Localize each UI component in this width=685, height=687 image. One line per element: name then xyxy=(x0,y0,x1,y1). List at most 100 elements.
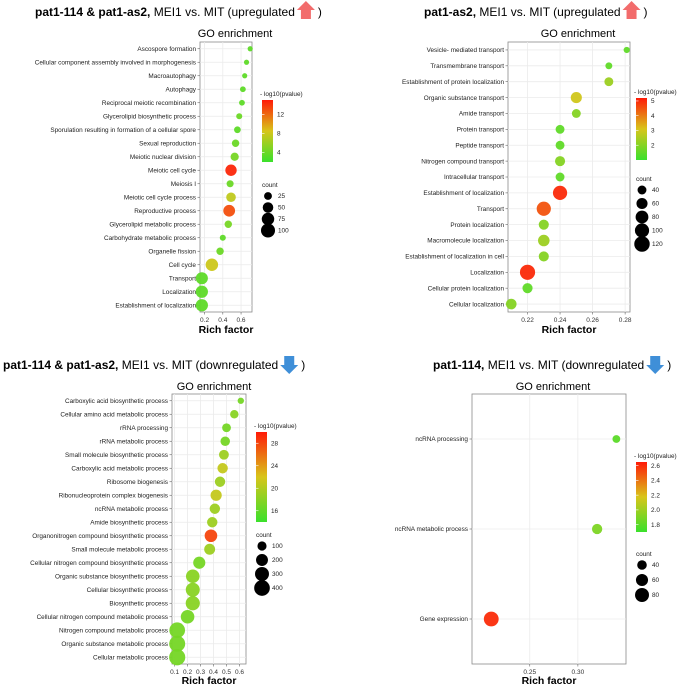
color-tick-label: 16 xyxy=(271,508,279,515)
term-label: Cellular biosynthetic process xyxy=(87,587,168,594)
term-label: Cellular component assembly involved in … xyxy=(35,59,196,66)
panel-bottom-right: pat1-114, MEI1 vs. MIT (downregulated) GO… xyxy=(395,356,677,687)
color-bar xyxy=(262,100,273,162)
data-point xyxy=(204,543,216,555)
x-tick-label: 0.6 xyxy=(235,669,244,676)
size-key-label: 120 xyxy=(652,241,663,248)
term-label: Macromolecule localization xyxy=(427,238,504,245)
color-tick-label: 2 xyxy=(651,142,655,149)
term-label: Gene expression xyxy=(420,616,469,623)
color-tick-label: 5 xyxy=(651,98,655,105)
color-legend-title: - log10(pvalue) xyxy=(254,423,297,430)
term-label: Localization xyxy=(162,289,196,296)
term-label: ncRNA metabolic process xyxy=(395,526,468,533)
plot-area xyxy=(171,393,247,665)
data-point xyxy=(555,156,566,167)
term-label: Small molecule biosynthetic process xyxy=(65,452,168,459)
data-point xyxy=(224,220,232,228)
data-point xyxy=(239,99,245,106)
size-legend-title: count xyxy=(636,551,652,558)
up-arrow-icon xyxy=(296,1,315,19)
data-point xyxy=(169,635,186,652)
data-point xyxy=(236,113,243,120)
term-label: Meiotic cell cycle process xyxy=(124,194,196,201)
color-tick-label: 24 xyxy=(271,463,279,470)
panel-title-genotype: pat1-as2, xyxy=(424,5,476,19)
data-point xyxy=(185,582,200,597)
term-label: Establishment of localization xyxy=(423,190,504,197)
size-key-label: 100 xyxy=(278,228,289,235)
size-key-dot xyxy=(637,560,647,570)
panel-title-genotype: pat1-114 & pat1-as2, xyxy=(3,358,118,372)
size-key-dot xyxy=(256,554,268,566)
term-label: Cellular localization xyxy=(449,301,505,308)
size-key-dot xyxy=(635,573,649,587)
term-label: rRNA metabolic process xyxy=(99,438,168,445)
term-label: Ribosome biogenesis xyxy=(107,479,168,486)
data-point xyxy=(234,126,241,134)
term-label: Transport xyxy=(477,206,504,213)
panel-bottom-left: pat1-114 & pat1-as2, MEI1 vs. MIT (downr… xyxy=(3,356,305,687)
data-point xyxy=(522,283,533,294)
data-point xyxy=(209,503,221,514)
panel-title-comparison: MEI1 vs. MIT (upregulated xyxy=(150,5,295,19)
term-label: rRNA processing xyxy=(120,425,168,432)
x-tick-label: 0.2 xyxy=(183,669,192,676)
color-tick-label: 2.4 xyxy=(651,478,660,485)
color-tick-label: 4 xyxy=(651,113,655,120)
data-point xyxy=(169,622,186,639)
term-label: Carboxylic acid biosynthetic process xyxy=(65,398,168,405)
color-bar xyxy=(636,462,647,532)
panel-title: pat1-114 & pat1-as2, MEI1 vs. MIT (upreg… xyxy=(35,5,295,19)
panel-top-right: pat1-as2, MEI1 vs. MIT (upregulated) GO e… xyxy=(402,1,677,336)
panel-title-close: ) xyxy=(301,358,305,372)
term-label: Organic substance transport xyxy=(424,95,505,102)
data-point xyxy=(552,185,568,200)
size-legend-title: count xyxy=(636,176,652,183)
data-point xyxy=(230,152,239,161)
color-legend: - log10(pvalue) 2 3 4 5 xyxy=(634,89,677,160)
size-key-label: 50 xyxy=(278,205,286,212)
data-point xyxy=(214,476,226,487)
term-label: Organelle fission xyxy=(148,248,196,255)
data-point xyxy=(222,423,231,433)
size-key-label: 80 xyxy=(652,592,660,599)
data-point xyxy=(230,410,239,419)
data-point xyxy=(571,109,581,118)
color-legend-title: - log10(pvalue) xyxy=(634,453,677,460)
x-tick-label: 0.28 xyxy=(619,317,632,324)
data-point xyxy=(226,180,234,188)
term-label: Establishment of localization in cell xyxy=(405,254,504,261)
panel-title-close: ) xyxy=(644,5,648,19)
data-point xyxy=(538,219,549,230)
data-point xyxy=(217,463,228,474)
color-tick-label: 20 xyxy=(271,485,279,492)
color-tick-label: 3 xyxy=(651,128,655,135)
data-point xyxy=(483,611,499,627)
panel-title-comparison: MEI1 vs. MIT (downregulated xyxy=(484,358,644,372)
size-key-dot xyxy=(636,197,648,210)
size-legend-title: count xyxy=(256,532,272,539)
size-key-label: 100 xyxy=(272,543,283,550)
data-point xyxy=(195,285,208,298)
data-point xyxy=(505,298,517,310)
data-point xyxy=(536,201,551,216)
data-point xyxy=(216,247,224,255)
size-key-dot xyxy=(634,223,650,238)
data-point xyxy=(242,73,248,79)
size-key-label: 80 xyxy=(652,214,660,221)
panel-title: pat1-114, MEI1 vs. MIT (downregulated xyxy=(433,358,644,372)
data-point xyxy=(219,449,229,460)
data-point xyxy=(193,556,206,569)
color-legend: - log10(pvalue) 4 8 12 xyxy=(260,91,303,162)
data-point xyxy=(195,272,208,285)
x-tick-label: 0.24 xyxy=(554,317,567,324)
size-key-label: 200 xyxy=(272,557,283,564)
term-label: Amide biosynthetic process xyxy=(90,519,168,526)
term-label: Meiotic nuclear division xyxy=(130,154,197,161)
color-tick-label: 2.2 xyxy=(651,492,660,499)
size-key-label: 40 xyxy=(652,187,660,194)
x-tick-label: 0.26 xyxy=(586,317,599,324)
